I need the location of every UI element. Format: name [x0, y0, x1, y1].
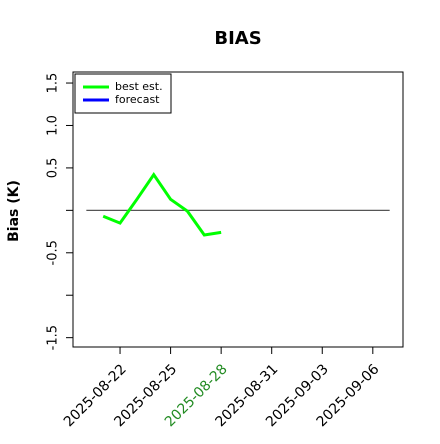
- legend-label: forecast: [115, 93, 160, 106]
- y-tick-label: 1.5: [46, 73, 61, 94]
- y-tick-label: 0.5: [46, 158, 61, 179]
- y-tick-label: 1.0: [46, 115, 61, 136]
- y-tick-label: -0.5: [46, 240, 61, 265]
- legend-label: best est.: [115, 80, 163, 93]
- y-axis-label: Bias (K): [6, 180, 22, 242]
- y-tick-label: -1.5: [46, 325, 61, 350]
- series-line: [102, 172, 222, 237]
- plot-frame: [72, 71, 404, 348]
- legend-box: [74, 73, 172, 114]
- chart-title: BIAS: [214, 28, 261, 49]
